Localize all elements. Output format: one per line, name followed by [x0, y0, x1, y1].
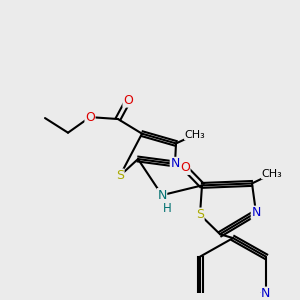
Text: N: N [157, 189, 167, 202]
Text: H: H [163, 202, 171, 215]
Text: N: N [170, 158, 180, 170]
Text: O: O [85, 111, 95, 124]
Text: S: S [196, 208, 204, 221]
Text: O: O [180, 161, 190, 174]
Text: N: N [251, 206, 261, 219]
Text: S: S [116, 169, 124, 182]
Text: O: O [123, 94, 133, 107]
Text: CH₃: CH₃ [262, 169, 282, 179]
Text: CH₃: CH₃ [184, 130, 206, 140]
Text: N: N [261, 287, 271, 300]
